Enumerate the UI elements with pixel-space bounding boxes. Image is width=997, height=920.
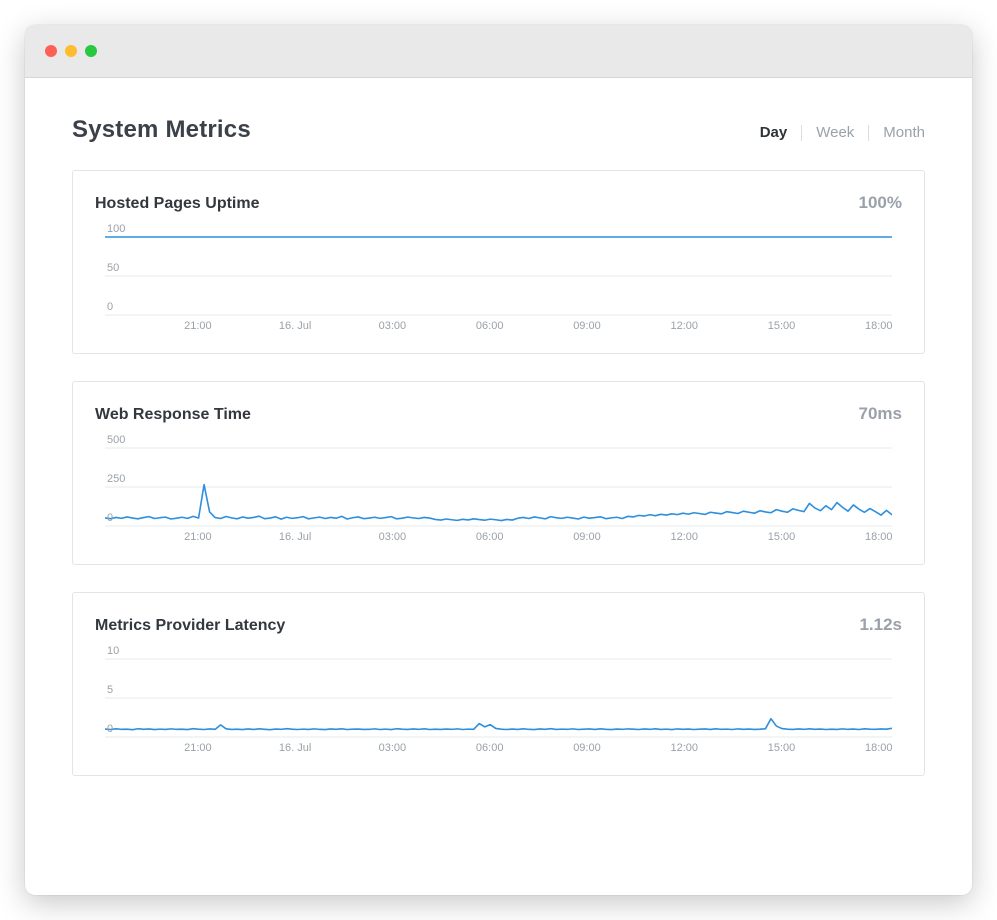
y-axis-tick-label: 250 <box>107 473 126 485</box>
x-axis-tick-label: 09:00 <box>573 531 601 543</box>
chart-plot <box>105 432 892 528</box>
x-axis-tick-label: 15:00 <box>767 320 796 332</box>
card-title: Web Response Time <box>95 406 251 423</box>
window-titlebar <box>25 25 972 78</box>
x-axis-tick-label: 21:00 <box>184 742 212 754</box>
y-axis-tick-label: 100 <box>107 223 126 235</box>
card-header: Hosted Pages Uptime 100% <box>73 171 924 221</box>
page-header: System Metrics Day Week Month <box>72 116 925 144</box>
x-axis-tick-label: 16. Jul <box>278 742 312 754</box>
latency-chart: 10 5 0 21:00 16. Jul 03:00 06:00 09:00 12:00 15:0… <box>105 643 893 759</box>
x-axis-tick-label: 21:00 <box>184 531 212 543</box>
x-axis-tick-label: 03:00 <box>378 742 407 754</box>
y-axis-tick-label: 0 <box>107 301 114 313</box>
card-header: Web Response Time 70ms <box>73 382 924 432</box>
tab-day[interactable]: Day <box>759 124 788 141</box>
time-range-tabs: Day Week Month <box>746 124 925 141</box>
y-axis-tick-label: 50 <box>107 262 120 274</box>
metric-line-series <box>105 719 892 730</box>
x-axis-tick-label: 18:00 <box>865 742 893 754</box>
x-axis-tick-label: 12:00 <box>670 531 698 543</box>
x-axis-tick-label: 16. Jul <box>278 531 312 543</box>
y-axis-tick-label: 500 <box>107 434 126 446</box>
response-time-chart: 500 250 0 21:00 16. Jul 03:00 06:00 09:00 12:00 1… <box>105 432 893 548</box>
x-axis-tick-label: 21:00 <box>184 320 212 332</box>
x-axis-tick-label: 18:00 <box>865 320 893 332</box>
x-axis-tick-label: 06:00 <box>475 531 504 543</box>
uptime-card: Hosted Pages Uptime 100% 100 50 0 21:00 16. … <box>72 170 925 354</box>
x-axis-tick-label: 16. Jul <box>278 320 312 332</box>
tab-separator <box>801 124 803 141</box>
card-current-value: 1.12s <box>859 615 902 634</box>
zoom-window-icon[interactable] <box>85 45 97 57</box>
x-axis-tick-label: 15:00 <box>767 531 796 543</box>
card-title: Hosted Pages Uptime <box>95 195 260 212</box>
x-axis-tick-label: 09:00 <box>573 742 601 754</box>
tab-week[interactable]: Week <box>816 124 855 141</box>
x-axis-tick-label: 06:00 <box>475 320 504 332</box>
y-axis-tick-label: 5 <box>107 684 114 696</box>
minimize-window-icon[interactable] <box>65 45 77 57</box>
chart-plot <box>105 221 892 317</box>
x-axis-tick-label: 09:00 <box>573 320 601 332</box>
y-axis-tick-label: 10 <box>107 645 120 657</box>
card-current-value: 70ms <box>858 404 902 423</box>
y-axis-tick-label: 0 <box>107 512 114 524</box>
x-axis-tick-label: 12:00 <box>670 320 698 332</box>
close-window-icon[interactable] <box>45 45 57 57</box>
latency-card: Metrics Provider Latency 1.12s 10 5 0 21:00… <box>72 592 925 776</box>
uptime-chart: 100 50 0 21:00 16. Jul 03:00 06:00 09:00 12:00 15… <box>105 221 893 337</box>
x-axis-tick-label: 03:00 <box>378 531 407 543</box>
card-header: Metrics Provider Latency 1.12s <box>73 593 924 643</box>
x-axis-tick-label: 15:00 <box>767 742 796 754</box>
x-axis-tick-label: 18:00 <box>865 531 893 543</box>
page-title: System Metrics <box>72 116 251 143</box>
y-axis-tick-label: 0 <box>107 723 114 735</box>
card-title: Metrics Provider Latency <box>95 617 286 634</box>
tab-separator <box>868 124 870 141</box>
x-axis-tick-label: 03:00 <box>378 320 407 332</box>
response-time-card: Web Response Time 70ms 500 250 0 21:00 16. J… <box>72 381 925 565</box>
x-axis-tick-label: 12:00 <box>670 742 698 754</box>
app-window: System Metrics Day Week Month Hosted Pag… <box>25 25 972 895</box>
tab-month[interactable]: Month <box>883 124 925 141</box>
metric-line-series <box>105 485 892 521</box>
x-axis-tick-label: 06:00 <box>475 742 504 754</box>
card-current-value: 100% <box>858 193 902 212</box>
chart-plot <box>105 643 892 739</box>
page-content: System Metrics Day Week Month Hosted Pag… <box>25 116 972 776</box>
